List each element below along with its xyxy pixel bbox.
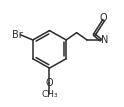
Text: O: O [46,78,53,88]
Text: CH₃: CH₃ [41,90,58,99]
Text: Br: Br [12,30,23,40]
Text: O: O [100,13,108,23]
Text: N: N [101,35,108,45]
